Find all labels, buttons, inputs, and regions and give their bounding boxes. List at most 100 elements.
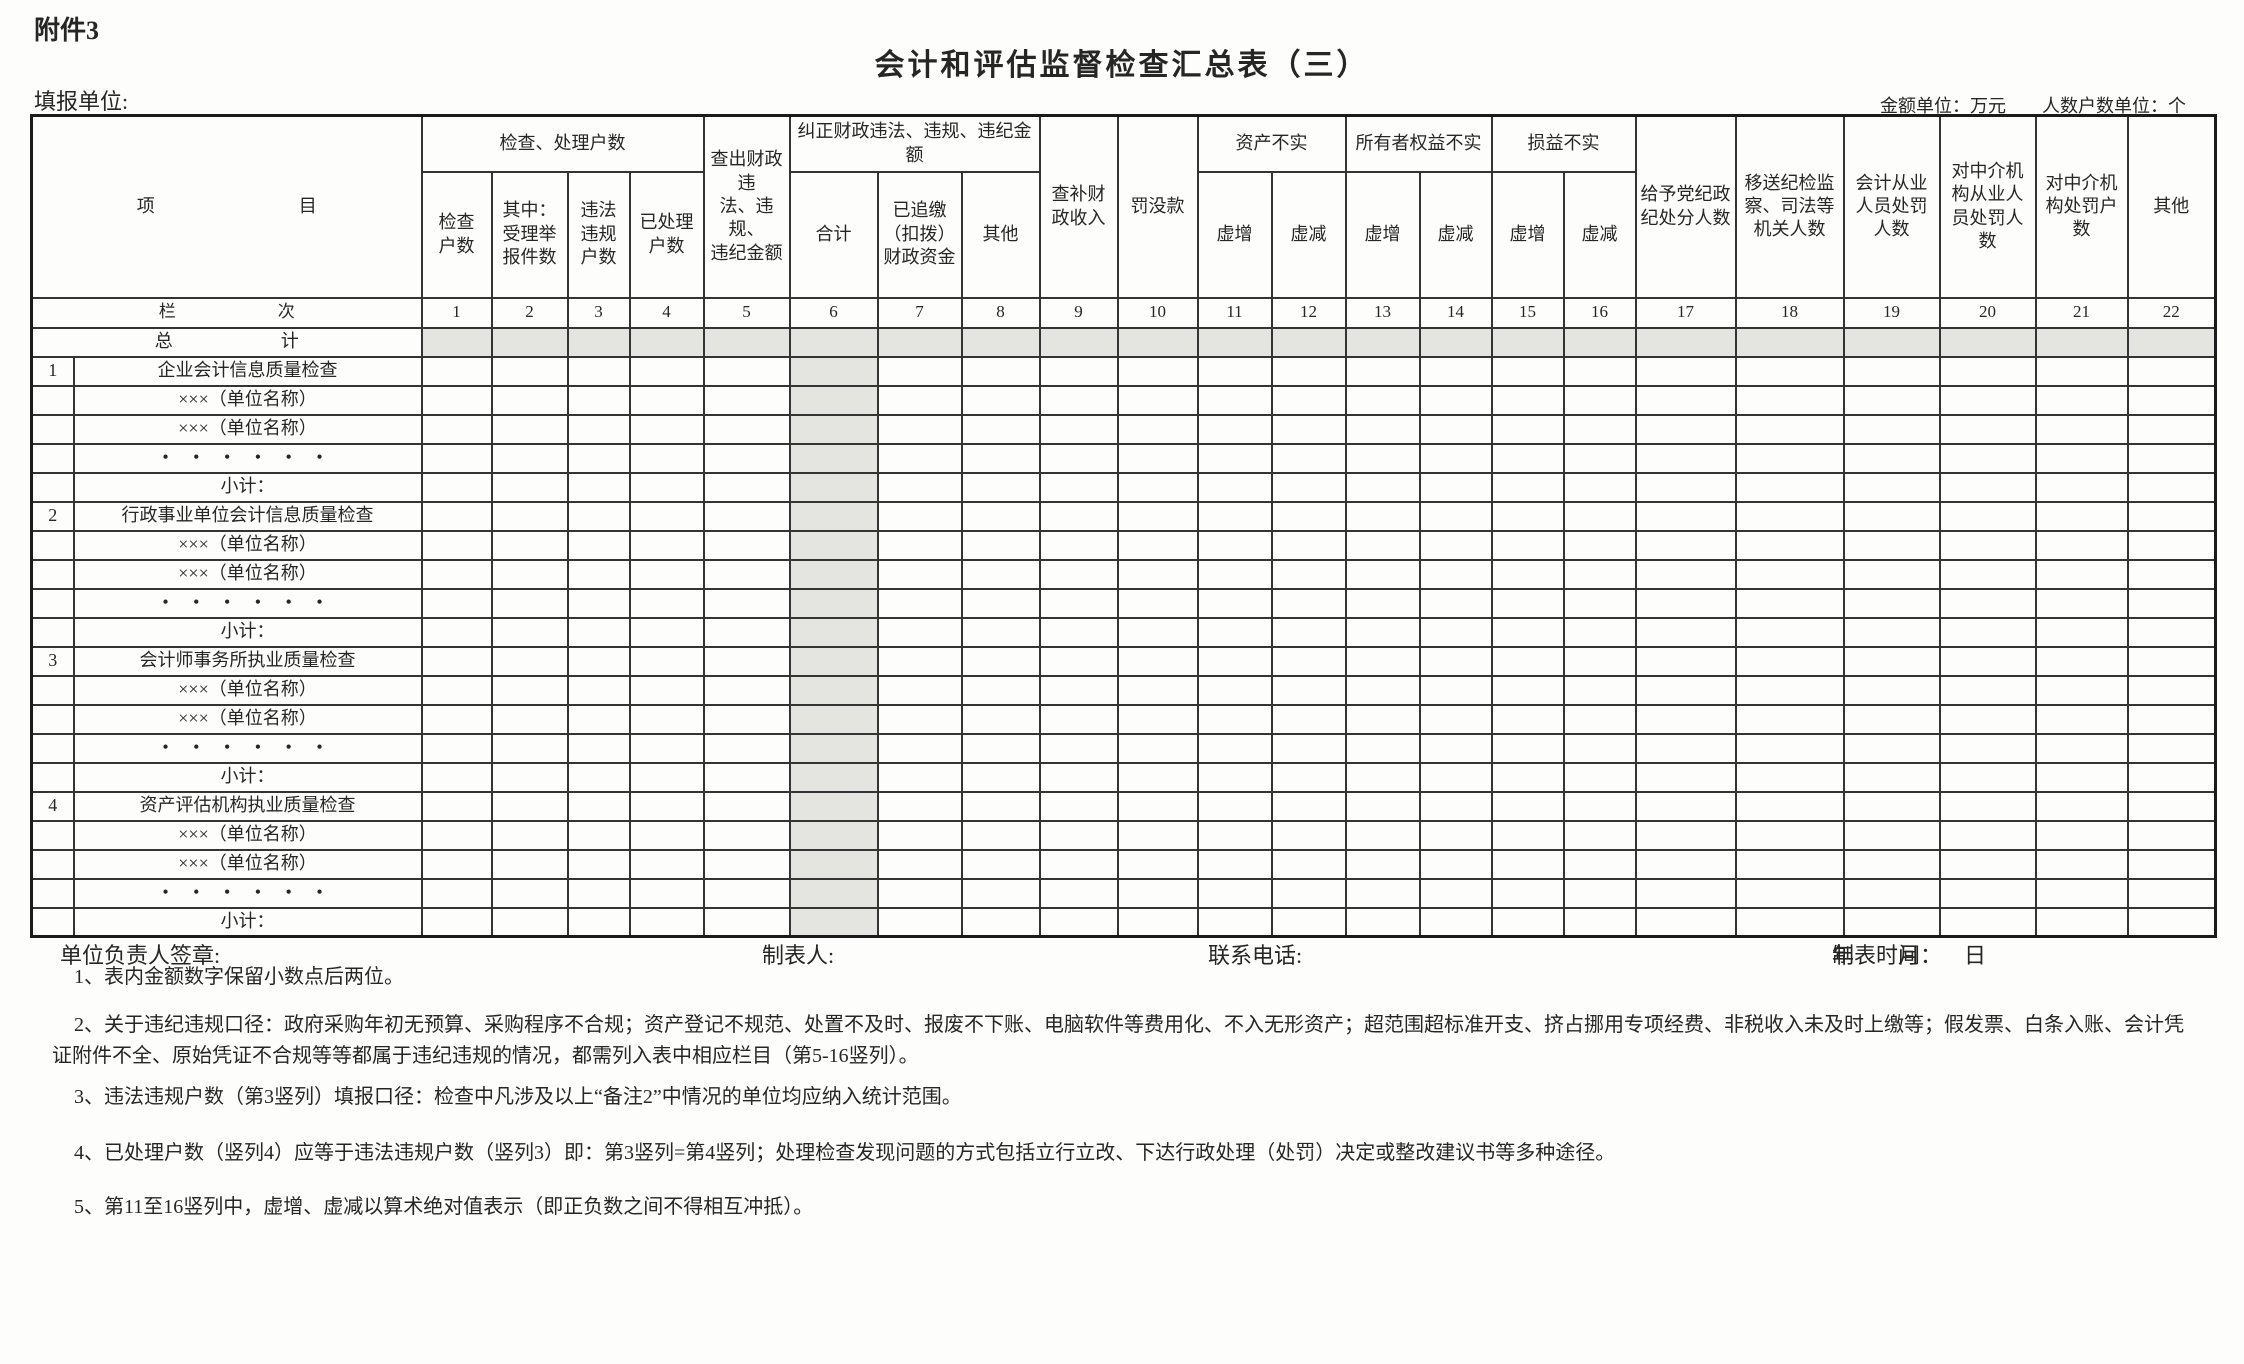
data-cell-col3: [566, 703, 631, 735]
data-cell-col1: [420, 674, 493, 706]
data-cell-col10: [1116, 848, 1199, 880]
data-cell-col19: [1842, 471, 1941, 503]
data-cell-col7: [876, 326, 963, 358]
data-cell-col22: [2126, 442, 2217, 474]
data-cell-col14: [1418, 587, 1493, 619]
section-number: [30, 906, 75, 938]
data-cell-col21: [2034, 558, 2129, 590]
data-cell-col5: [702, 906, 791, 938]
lane-number-row: 栏 次 1 2 3 4 5 6 7 8 9 10 11 12 13 14 15 16 17 18 19 20 21 22: [30, 296, 2217, 329]
row-label: ×××（单位名称）: [72, 529, 423, 561]
section-number: [30, 587, 75, 619]
data-cell-col3: [566, 500, 631, 532]
data-cell-col6: [788, 326, 879, 358]
processed-count-header: 已处理 户数: [628, 170, 705, 299]
data-cell-col11: [1196, 442, 1273, 474]
data-cell-col18: [1734, 732, 1845, 764]
data-cell-col5: [702, 819, 791, 851]
equity-overstate-header: 虚增: [1344, 170, 1421, 299]
unit-name-row: ×××（单位名称）: [30, 558, 2217, 590]
column-number: 12: [1270, 296, 1347, 329]
data-cell-col21: [2034, 819, 2129, 851]
date-label: 制表时间：: [1832, 943, 1943, 968]
data-cell-col1: [420, 384, 493, 416]
data-cell-col18: [1734, 703, 1845, 735]
data-cell-col5: [702, 761, 791, 793]
data-cell-col5: [702, 500, 791, 532]
column-number: 21: [2034, 296, 2129, 329]
reporting-unit-label: 填报单位:: [34, 89, 129, 114]
data-cell-col11: [1196, 529, 1273, 561]
data-cell-col18: [1734, 442, 1845, 474]
data-cell-col14: [1418, 384, 1493, 416]
data-cell-col14: [1418, 848, 1493, 880]
data-cell-col11: [1196, 616, 1273, 648]
column-number: 2: [490, 296, 569, 329]
data-cell-col7: [876, 500, 963, 532]
column-number: 13: [1344, 296, 1421, 329]
data-cell-col22: [2126, 558, 2217, 590]
data-cell-col15: [1490, 471, 1565, 503]
data-cell-col5: [702, 471, 791, 503]
data-cell-col19: [1842, 761, 1941, 793]
data-cell-col4: [628, 529, 705, 561]
data-cell-col22: [2126, 703, 2217, 735]
subtotal-row: 小计：: [30, 471, 2217, 503]
data-cell-col21: [2034, 877, 2129, 909]
data-cell-col13: [1344, 645, 1421, 677]
data-cell-col8: [960, 558, 1041, 590]
data-cell-col10: [1116, 471, 1199, 503]
data-cell-col17: [1634, 674, 1737, 706]
data-cell-col11: [1196, 558, 1273, 590]
data-cell-col13: [1344, 413, 1421, 445]
data-cell-col17: [1634, 906, 1737, 938]
data-cell-col21: [2034, 326, 2129, 358]
column-number: 20: [1938, 296, 2037, 329]
data-cell-col22: [2126, 384, 2217, 416]
column-number: 3: [566, 296, 631, 329]
data-cell-col20: [1938, 819, 2037, 851]
data-cell-col2: [490, 790, 569, 822]
data-cell-col14: [1418, 616, 1493, 648]
data-cell-col21: [2034, 587, 2129, 619]
data-cell-col1: [420, 413, 493, 445]
data-cell-col4: [628, 645, 705, 677]
data-cell-col17: [1634, 529, 1737, 561]
data-cell-col10: [1116, 355, 1199, 387]
data-cell-col19: [1842, 819, 1941, 851]
data-cell-col21: [2034, 616, 2129, 648]
data-cell-col2: [490, 848, 569, 880]
recovered-funds-header: 已追缴 （扣拨） 财政资金: [876, 170, 963, 299]
data-cell-col16: [1562, 529, 1637, 561]
column-number: 10: [1116, 296, 1199, 329]
data-cell-col6: [788, 819, 879, 851]
data-cell-col17: [1634, 703, 1737, 735]
data-cell-col5: [702, 790, 791, 822]
data-cell-col13: [1344, 500, 1421, 532]
section-number: [30, 558, 75, 590]
data-cell-col13: [1344, 442, 1421, 474]
data-cell-col3: [566, 674, 631, 706]
unit-name-row: ×××（单位名称）: [30, 674, 2217, 706]
row-label: 资产评估机构执业质量检查: [72, 790, 423, 822]
data-cell-col7: [876, 645, 963, 677]
data-cell-col8: [960, 906, 1041, 938]
data-cell-col3: [566, 761, 631, 793]
data-cell-col7: [876, 877, 963, 909]
data-cell-col13: [1344, 471, 1421, 503]
data-cell-col12: [1270, 384, 1347, 416]
data-cell-col10: [1116, 761, 1199, 793]
data-cell-col1: [420, 500, 493, 532]
discipline-punishment-header: 给予党纪政 纪处分人数: [1634, 114, 1737, 299]
data-cell-col7: [876, 732, 963, 764]
data-cell-col1: [420, 790, 493, 822]
data-cell-col13: [1344, 703, 1421, 735]
data-cell-col21: [2034, 732, 2129, 764]
data-cell-col8: [960, 674, 1041, 706]
data-cell-col2: [490, 355, 569, 387]
data-cell-col6: [788, 674, 879, 706]
data-cell-col6: [788, 529, 879, 561]
section-number: 1: [30, 355, 75, 387]
data-cell-col17: [1634, 645, 1737, 677]
data-cell-col22: [2126, 500, 2217, 532]
